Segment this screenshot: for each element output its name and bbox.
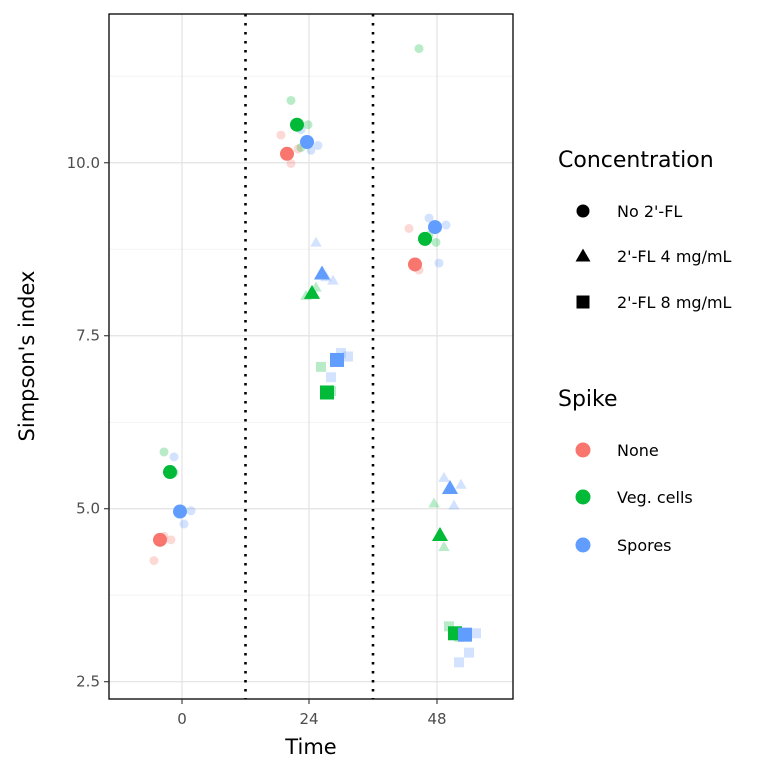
replicate-point — [303, 120, 313, 130]
legend-key-color — [575, 442, 591, 458]
legend: Concentration No 2'-FL 2'-FL 4 mg/mL 2'-FL … — [558, 148, 732, 555]
plot-border — [108, 13, 514, 700]
data-points — [149, 44, 481, 668]
mean-point — [280, 146, 294, 161]
replicate-point — [441, 220, 451, 230]
legend-label: 2'-FL 4 mg/mL — [617, 247, 732, 266]
replicate-point — [404, 223, 414, 233]
mean-point — [300, 135, 314, 150]
replicate-point — [448, 499, 460, 510]
replicate-point — [431, 237, 441, 247]
y-tick-label: 7.5 — [76, 327, 100, 345]
replicate-point — [179, 519, 189, 529]
mean-point — [303, 284, 321, 299]
legend-key-circle — [576, 204, 590, 218]
legend-label: Veg. cells — [617, 488, 693, 507]
time-separators — [244, 14, 375, 699]
y-tick-label: 2.5 — [76, 673, 100, 691]
x-axis-title: Time — [284, 735, 336, 759]
replicate-point — [428, 497, 440, 508]
legend-label: Spores — [617, 536, 672, 555]
legend-label: None — [617, 441, 659, 460]
legend-label: 2'-FL 8 mg/mL — [617, 293, 732, 312]
replicate-point — [327, 274, 339, 285]
replicate-point — [438, 541, 450, 552]
mean-point — [441, 479, 459, 494]
replicate-point — [186, 506, 196, 516]
legend-title-concentration: Concentration — [558, 148, 714, 173]
replicate-point — [313, 140, 323, 150]
replicate-point — [455, 478, 467, 489]
x-axis: 0 24 48 — [177, 699, 447, 728]
y-tick-label: 10.0 — [67, 154, 100, 172]
replicate-point — [149, 556, 159, 566]
x-tick-label: 24 — [299, 710, 318, 728]
replicate-point — [159, 447, 169, 457]
replicate-point — [424, 213, 434, 223]
mean-point — [320, 385, 334, 400]
legend-key-triangle — [575, 248, 591, 262]
replicate-point — [471, 628, 481, 639]
replicate-point — [438, 471, 450, 482]
legend-label: No 2'-FL — [617, 202, 682, 221]
replicate-point — [454, 657, 464, 668]
mean-point — [428, 220, 442, 235]
y-axis: 2.5 5.0 7.5 10.0 — [67, 154, 109, 691]
replicate-point — [293, 144, 303, 154]
mean-point — [458, 627, 472, 642]
replicate-point — [166, 535, 176, 545]
mean-point — [163, 465, 177, 480]
mean-point — [313, 265, 331, 280]
replicate-point — [326, 372, 336, 383]
legend-title-spike: Spike — [558, 387, 618, 412]
replicate-point — [169, 452, 179, 462]
plot-background — [109, 14, 513, 699]
replicate-point — [464, 647, 474, 658]
replicate-point — [316, 361, 326, 372]
y-axis-title: Simpson's index — [15, 271, 39, 442]
x-tick-label: 48 — [427, 710, 446, 728]
replicate-point — [310, 236, 322, 247]
mean-point — [153, 532, 167, 547]
legend-key-color — [575, 489, 591, 505]
replicate-point — [286, 158, 296, 168]
legend-key-color — [575, 537, 591, 553]
replicate-point — [434, 258, 444, 268]
mean-point — [418, 231, 432, 246]
mean-point — [173, 504, 187, 519]
replicate-point — [276, 130, 286, 140]
replicate-point — [286, 95, 296, 105]
mean-point — [290, 117, 304, 132]
x-tick-label: 0 — [177, 710, 187, 728]
replicate-point — [343, 351, 353, 362]
y-tick-label: 5.0 — [76, 500, 100, 518]
legend-key-square — [576, 295, 590, 309]
replicate-point — [414, 44, 424, 54]
mean-point — [330, 352, 344, 367]
mean-point — [408, 257, 422, 272]
mean-point — [431, 527, 449, 542]
